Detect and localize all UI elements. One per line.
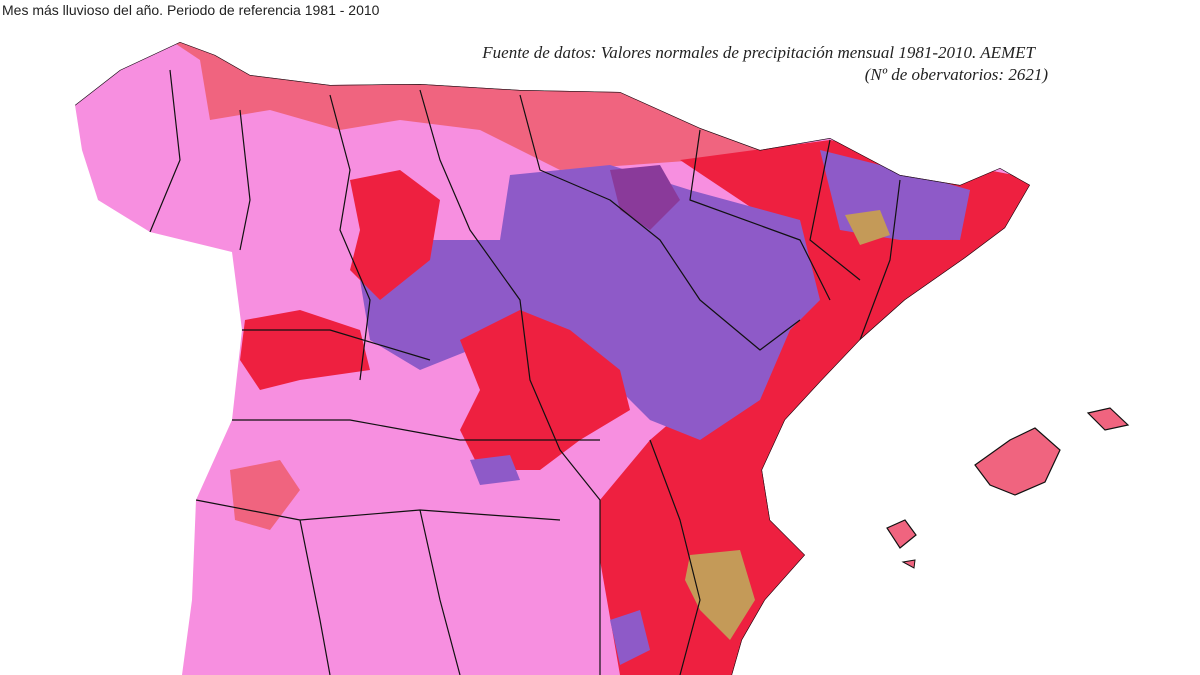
map-title: Mes más lluvioso del año. Periodo de ref… [2,2,380,18]
region-east-red [600,140,1030,675]
region-spot-purple [470,455,520,485]
mallorca [974,427,1061,496]
menorca [1086,407,1130,431]
source-count: (Nº de obervatorios: 2621) [865,65,1049,84]
region-central-purple [360,165,820,440]
region-extremadura-patch [230,460,300,530]
formentera [901,559,916,569]
region-pyrenees-purple [820,150,970,240]
mainland [75,42,1030,675]
region-madrid-red [460,310,630,470]
region-alicante-gold [685,550,755,640]
coastline [75,42,1030,675]
province-borders [149,69,901,675]
ibiza [886,519,917,549]
source-line: Fuente de datos: Valores normales de pre… [481,43,1036,62]
region-spot-purple [610,610,650,665]
region-pyrenees-gold [845,210,890,245]
region-leon-red [350,170,440,300]
